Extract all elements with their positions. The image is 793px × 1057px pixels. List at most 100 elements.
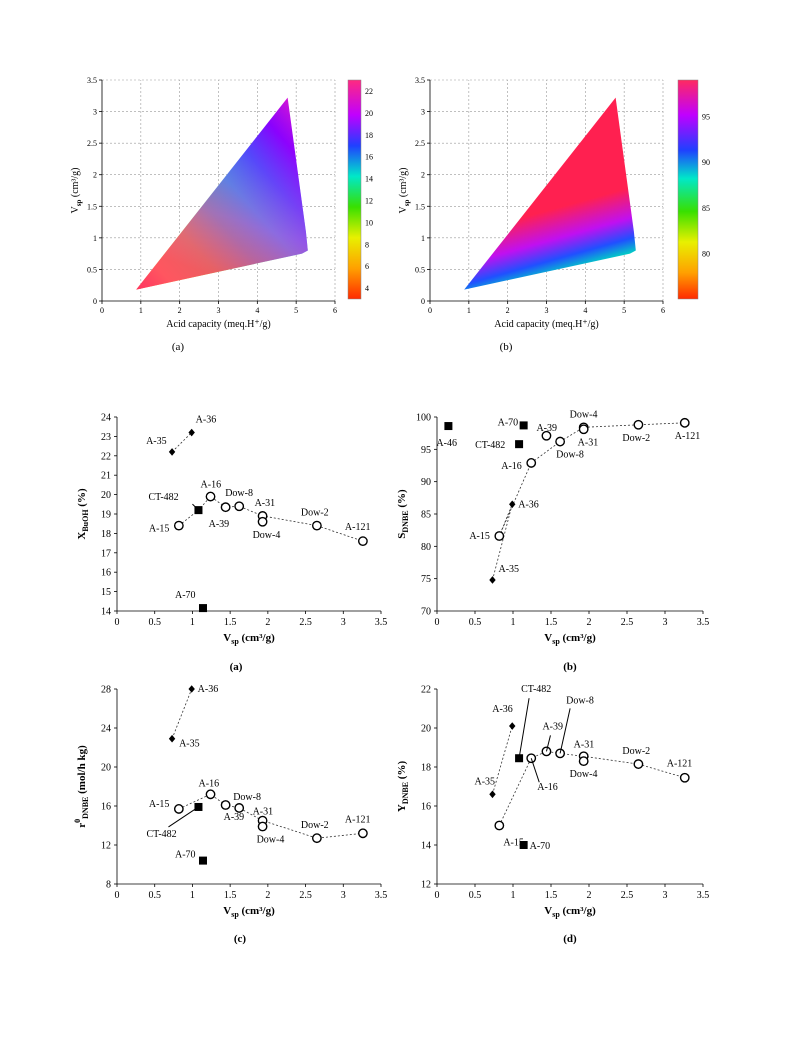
data-label: A-35 [474,776,495,787]
x-tick-label: 1.5 [224,617,237,628]
data-point-circle [205,789,216,800]
colorbar-tick-label: 16 [365,153,373,162]
x-tick-label: 1.5 [545,617,558,628]
x-tick-label: 1 [467,306,471,315]
y-tick-label: 18 [421,763,431,774]
data-label: Dow-4 [570,409,598,420]
x-axis-label: Vsp (cm³/g) [223,632,275,646]
data-label: Dow-2 [301,508,329,519]
data-point-circle [633,419,644,430]
y-tick-label: 14 [101,607,111,618]
y-tick-label: 95 [421,445,431,456]
contour-surface [464,97,636,290]
y-tick-label: 3.5 [415,76,425,85]
y-tick-label: 85 [421,510,431,521]
x-tick-label: 3 [663,617,668,628]
x-tick-label: 3.5 [697,890,710,901]
x-tick-label: 0.5 [148,617,161,628]
data-point-diamond [188,428,195,437]
x-tick-label: 1 [511,617,516,628]
data-label: A-121 [667,759,693,770]
x-tick-label: 1 [511,890,516,901]
data-point-circle [220,800,231,810]
x-tick-label: 3 [341,890,346,901]
y-tick-label: 75 [421,574,431,585]
data-label: Dow-2 [622,433,650,444]
panel-caption: (a) [172,341,185,353]
y-tick-label: 20 [101,763,111,774]
data-label: A-70 [175,850,196,861]
x-tick-label: 1.5 [224,890,237,901]
y-tick-label: 0 [421,297,425,306]
data-label: A-35 [146,436,167,447]
x-axis-label: Acid capacity (meq.H⁺/g) [494,319,598,330]
panel-caption: (b) [500,341,513,353]
y-tick-label: 22 [421,685,431,696]
y-axis-label: SDNBE (%) [396,489,410,539]
data-point-circle [311,520,322,531]
data-label: A-31 [255,498,276,509]
data-label: A-16 [537,782,558,793]
x-tick-label: 0 [435,617,440,628]
data-label: A-15 [149,524,170,535]
y-tick-label: 20 [421,724,431,735]
x-tick-label: 5 [622,306,626,315]
y-tick-label: 90 [421,477,431,488]
y-tick-label: 0.5 [87,265,97,274]
data-point-circle [679,772,690,783]
x-tick-label: 1 [139,306,143,315]
data-label: Dow-4 [257,834,285,845]
leader-line [559,708,571,754]
data-point-square [519,421,528,430]
data-point-circle [633,759,644,769]
x-tick-label: 3 [217,306,221,315]
y-tick-label: 23 [101,432,111,443]
data-point-circle [494,531,505,541]
x-tick-label: 1 [190,890,195,901]
data-point-circle [555,436,566,447]
y-tick-label: 3.5 [87,76,97,85]
leader-line [530,758,540,783]
panel-caption: (c) [234,933,247,945]
data-point-circle [578,756,589,767]
x-tick-label: 0.5 [148,890,161,901]
y-tick-label: 0.5 [415,265,425,274]
x-tick-label: 2 [587,617,592,628]
y-tick-label: 0 [93,297,97,306]
y-axis-label: Vsp (cm³/g) [398,167,411,213]
data-label: A-15 [469,531,490,542]
y-tick-label: 14 [421,841,431,852]
leader-line [518,698,530,759]
colorbar-tick-label: 6 [365,262,369,271]
data-point-circle [526,458,537,468]
panel-caption: (a) [230,661,243,673]
trend-line [171,432,192,453]
data-label: A-36 [196,415,217,426]
data-label: Dow-8 [556,450,584,461]
data-point-circle [205,491,216,502]
data-point-square [444,422,453,431]
colorbar-tick-label: 10 [365,218,373,227]
trend-line [171,688,193,739]
y-tick-label: 100 [416,413,431,424]
data-label: Dow-2 [622,746,650,757]
x-tick-label: 2.5 [299,890,312,901]
data-point-square [198,856,207,865]
data-point-square [519,841,528,849]
x-tick-label: 0 [100,306,104,315]
data-point-circle [234,501,245,512]
leader-line [545,735,551,752]
y-tick-label: 21 [101,471,111,482]
data-label: CT-482 [475,440,505,451]
scatter-panel-c: 0 0.5 1 1.5 2 2.5 3 3.5 8 12 16 20 24 28 Vsp (cm³/g) r0… [73,684,387,945]
y-tick-label: 20 [101,490,111,501]
y-tick-label: 70 [421,607,431,618]
data-point-diamond [509,500,516,509]
y-tick-label: 12 [421,880,431,891]
colorbar [677,79,699,300]
x-tick-label: 2 [265,617,270,628]
data-label: Dow-4 [570,769,598,780]
y-tick-label: 24 [101,724,111,735]
y-tick-label: 2 [421,171,425,180]
data-label: CT-482 [148,492,178,503]
